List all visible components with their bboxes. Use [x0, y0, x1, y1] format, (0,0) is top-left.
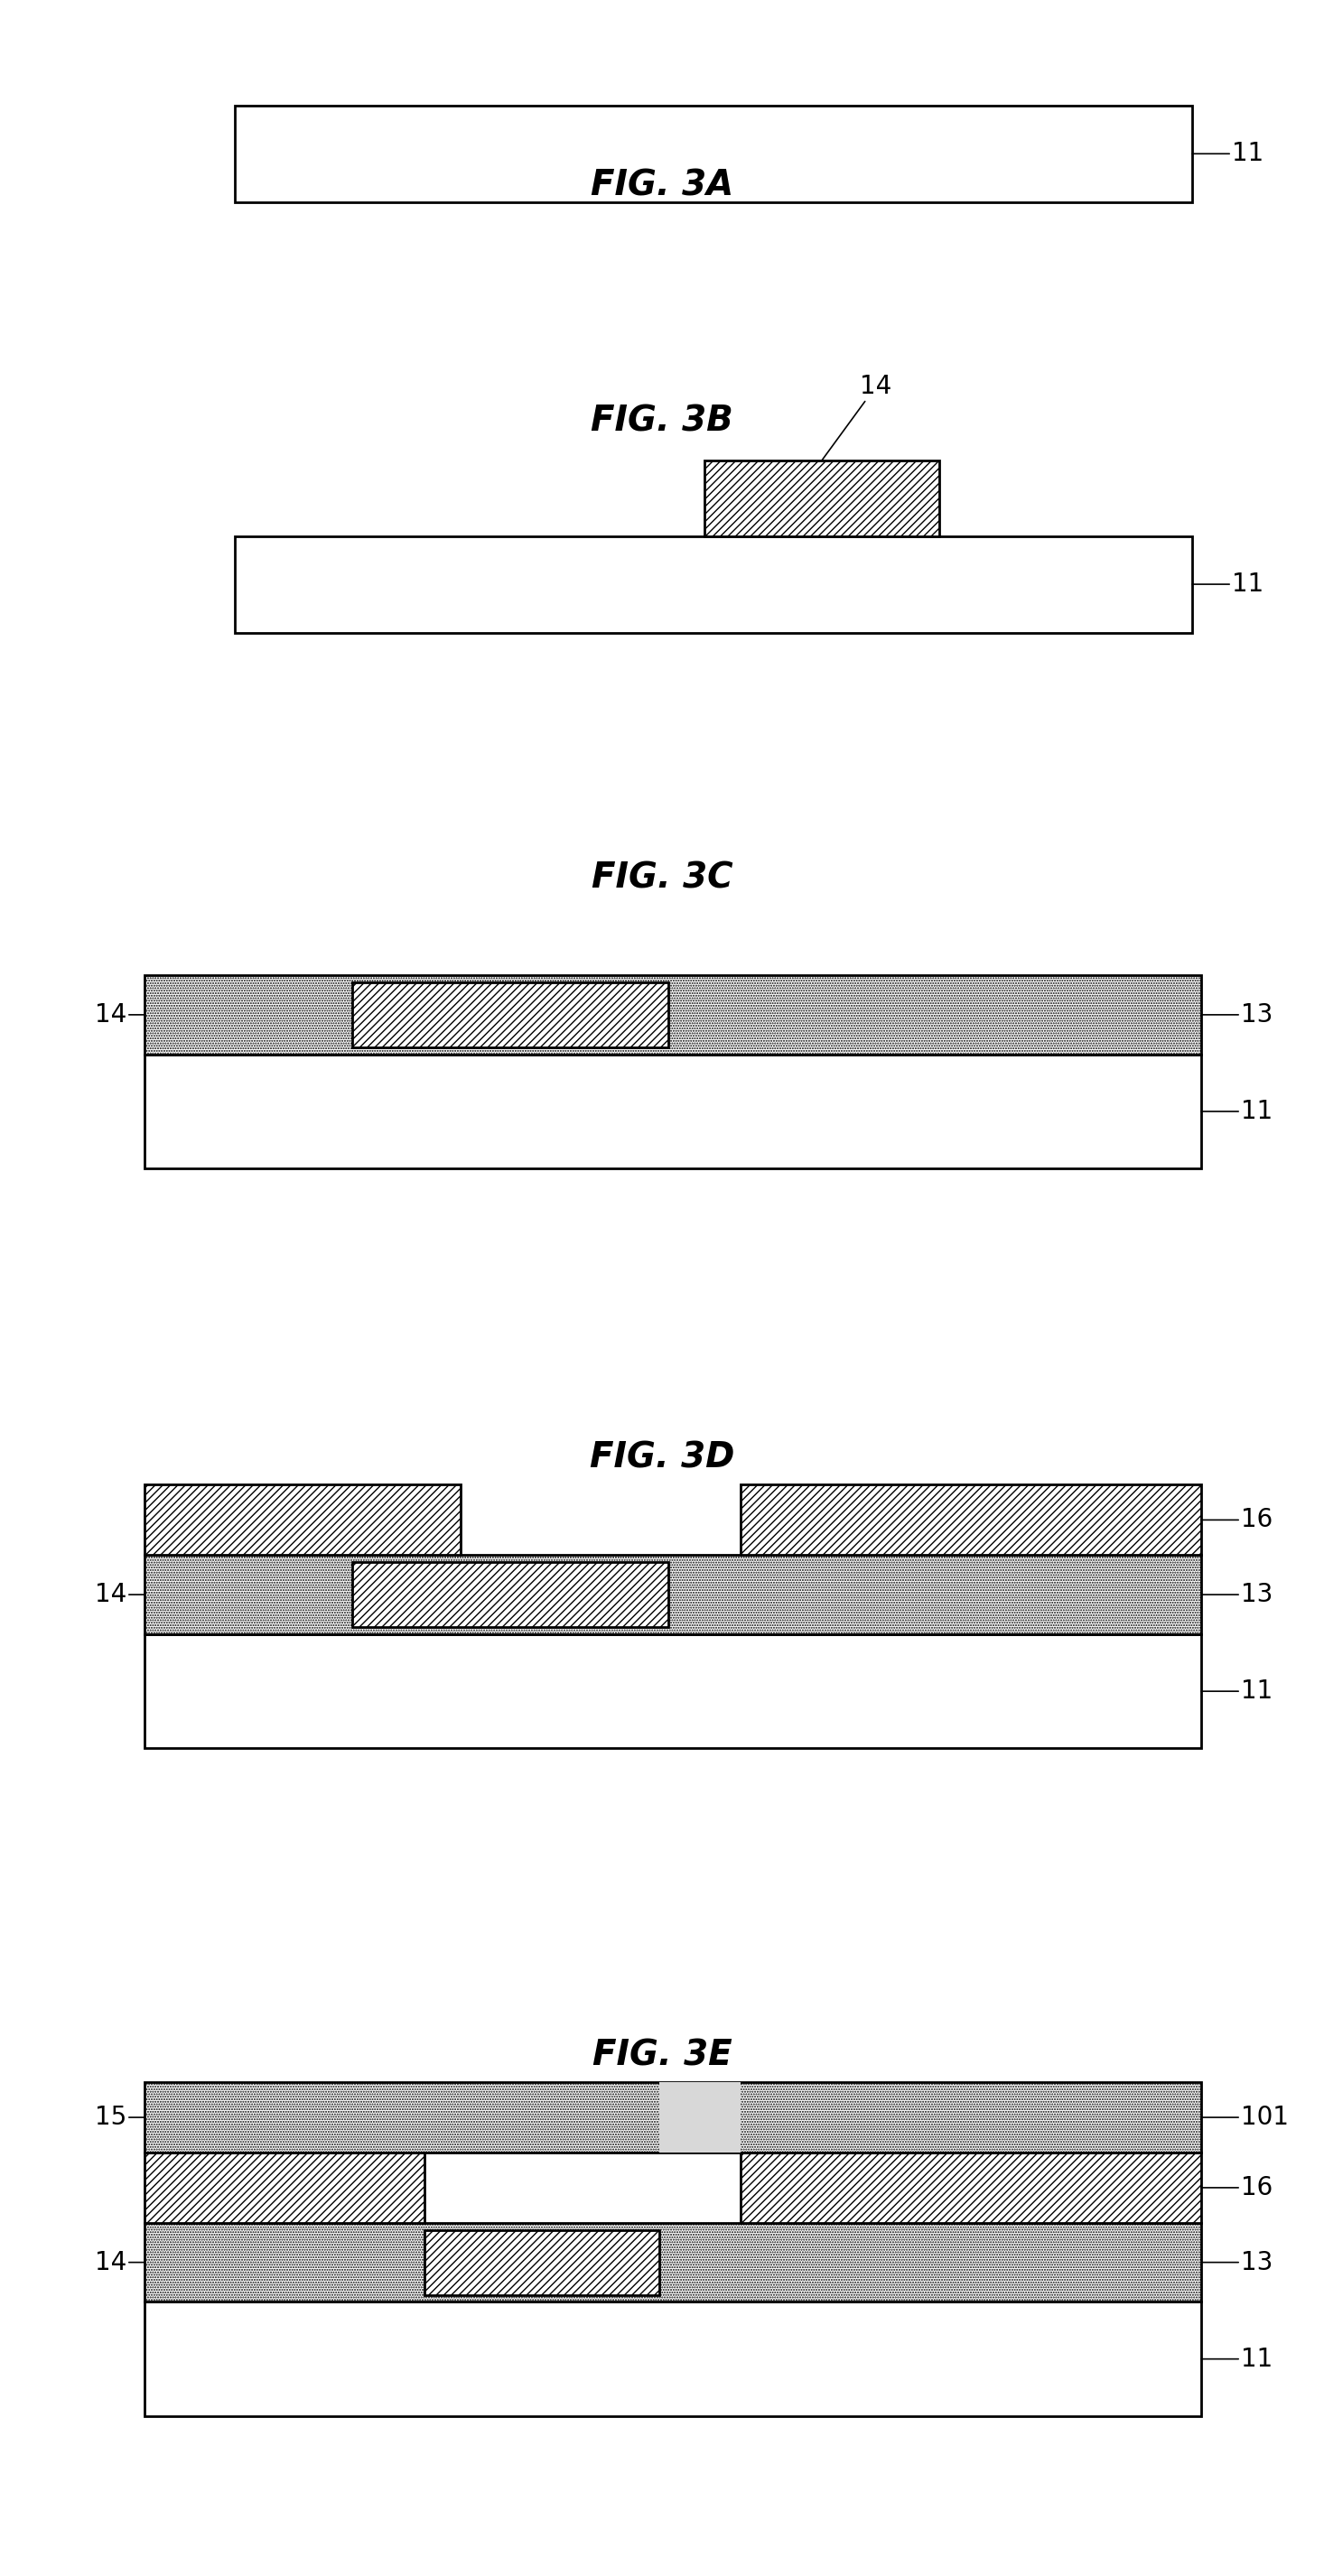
- Text: 11: 11: [1201, 1100, 1272, 1123]
- Text: FIG. 3B: FIG. 3B: [591, 404, 733, 438]
- Bar: [144, 2081, 1201, 2154]
- Text: FIG. 3A: FIG. 3A: [591, 167, 733, 204]
- Bar: [704, 461, 939, 536]
- Bar: [144, 2223, 1201, 2303]
- Text: 13: 13: [1201, 1002, 1272, 1028]
- Bar: [234, 106, 1192, 201]
- Bar: [144, 976, 1201, 1054]
- Text: 11: 11: [1192, 142, 1263, 167]
- Bar: [352, 981, 669, 1048]
- Text: 13: 13: [1201, 1582, 1272, 1607]
- Text: 16: 16: [1201, 1507, 1272, 1533]
- Bar: [144, 2303, 1201, 2416]
- Bar: [425, 2231, 659, 2295]
- Text: FIG. 3E: FIG. 3E: [592, 2038, 732, 2074]
- Bar: [144, 1556, 1201, 1633]
- Bar: [144, 1484, 461, 1556]
- Text: 15: 15: [94, 2105, 144, 2130]
- Text: 11: 11: [1201, 1680, 1272, 1703]
- Bar: [144, 2154, 425, 2223]
- Bar: [144, 1633, 1201, 1749]
- Text: 13: 13: [1201, 2249, 1272, 2275]
- Text: 101: 101: [1201, 2105, 1288, 2130]
- Bar: [352, 1561, 669, 1628]
- Bar: [234, 536, 1192, 634]
- Bar: [659, 2081, 740, 2154]
- Text: 11: 11: [1201, 2347, 1272, 2372]
- Text: 14: 14: [94, 1582, 144, 1607]
- Bar: [740, 2154, 1201, 2223]
- Bar: [144, 1054, 1201, 1170]
- Text: 14: 14: [94, 1002, 144, 1028]
- Text: FIG. 3D: FIG. 3D: [589, 1440, 735, 1476]
- Text: 14: 14: [94, 2249, 144, 2275]
- Text: 14: 14: [822, 374, 892, 461]
- Text: 11: 11: [1192, 572, 1263, 598]
- Text: FIG. 3C: FIG. 3C: [592, 860, 732, 896]
- Text: 16: 16: [1201, 2174, 1272, 2200]
- Bar: [740, 1484, 1201, 1556]
